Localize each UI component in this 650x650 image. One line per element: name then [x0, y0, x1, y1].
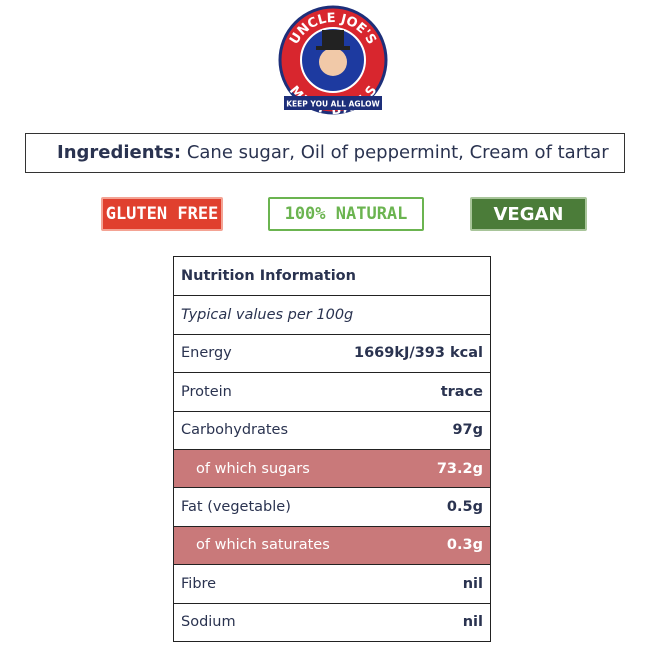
badge: 100% NATURAL — [268, 197, 424, 231]
table-row: Fibre nil — [174, 564, 490, 602]
nutrient-value: 0.3g — [446, 537, 483, 554]
table-row: Energy 1669kJ/393 kcal — [174, 333, 490, 372]
table-row: Carbohydrates 97g — [174, 410, 490, 449]
nutrient-value: 97g — [452, 422, 483, 439]
logo-banner — [284, 96, 382, 110]
table-header: Nutrition Information — [174, 257, 490, 295]
nutrient-name: Carbohydrates — [181, 422, 289, 439]
nutrient-value: trace — [440, 383, 483, 400]
nutrient-value: 73.2g — [436, 460, 483, 477]
nutrient-name: Sodium — [181, 614, 236, 631]
nutrient-name: of which saturates — [196, 537, 330, 554]
nutrient-name: Energy — [181, 345, 232, 362]
table-title: Nutrition Information — [181, 268, 356, 285]
table-row: of which sugars 73.2g — [174, 448, 490, 488]
logo-face — [319, 48, 347, 76]
nutrient-name: Fibre — [181, 575, 217, 592]
nutrient-value: 1669kJ/393 kcal — [354, 345, 483, 362]
ingredients-box: Ingredients: Cane sugar, Oil of peppermi… — [25, 133, 625, 173]
ingredients-text: Cane sugar, Oil of peppermint, Cream of … — [186, 142, 609, 163]
nutrition-table: Nutrition Information Typical values per… — [173, 256, 491, 642]
table-subtitle: Typical values per 100g — [181, 307, 354, 324]
logo-hat-brim — [316, 46, 350, 50]
nutrient-value: nil — [462, 614, 483, 631]
logo: UNCLE JOE'S MINT BALLS KEEP YOU ALL AGLO… — [278, 5, 388, 118]
logo-hat — [322, 30, 344, 48]
nutrient-name: of which sugars — [196, 460, 310, 477]
nutrient-value: nil — [462, 575, 483, 592]
badge: VEGAN — [470, 197, 587, 231]
table-subheader: Typical values per 100g — [174, 295, 490, 333]
table-row: of which saturates 0.3g — [174, 525, 490, 565]
badge: GLUTEN FREE — [101, 197, 223, 231]
table-row: Sodium nil — [174, 602, 490, 641]
table-row: Protein trace — [174, 372, 490, 410]
table-row: Fat (vegetable) 0.5g — [174, 487, 490, 525]
nutrient-value: 0.5g — [446, 499, 483, 516]
nutrient-name: Fat (vegetable) — [181, 499, 291, 516]
logo-tagline: KEEP YOU ALL AGLOW — [286, 100, 380, 109]
nutrient-name: Protein — [181, 383, 232, 400]
ingredients-label: Ingredients: — [57, 142, 182, 163]
